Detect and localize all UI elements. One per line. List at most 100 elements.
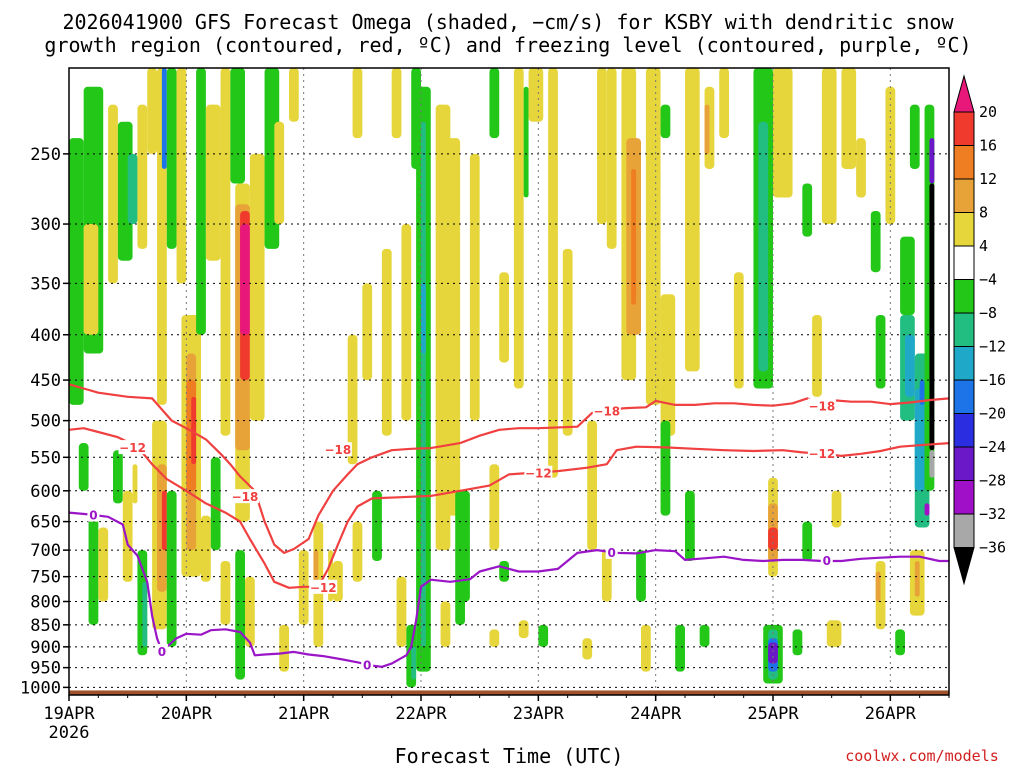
omega-cell	[69, 138, 84, 405]
contour-label: −12	[310, 581, 337, 595]
omega-cell	[421, 121, 426, 647]
omega-cell	[914, 388, 925, 491]
omega-cell	[489, 629, 500, 647]
omega-cell	[582, 638, 593, 660]
colorbar-tick-label: −24	[979, 438, 1006, 456]
omega-cell	[220, 68, 231, 436]
contour-line--18	[68, 383, 950, 554]
colorbar-swatch	[953, 212, 975, 247]
contour-label-bg	[361, 657, 374, 672]
colorbar: 20 16 12 8 4 −4 −8 −12 −16 −20 −24 −28 −32 −36	[953, 74, 1006, 586]
y-tick-label: 800	[30, 593, 61, 613]
omega-cell	[161, 490, 167, 551]
omega-cell	[191, 396, 197, 465]
contours: −18 −12 −18 −18 −18 −12 −12 −12 0 0 0 0 0	[68, 383, 950, 673]
omega-cell	[421, 283, 426, 354]
omega-cell	[235, 550, 245, 680]
omega-cell	[205, 104, 221, 261]
y-tick-label: 900	[30, 638, 61, 658]
omega-cell	[83, 224, 99, 335]
omega-cell	[523, 86, 529, 198]
surface-terrain	[69, 690, 949, 695]
colorbar-swatch	[953, 480, 975, 515]
y-axis-ticks: 2503003504004505005506006507007508008509…	[20, 145, 69, 698]
contour-label-bg	[309, 579, 338, 594]
x-tick-label: 22APR	[395, 704, 447, 724]
x-tick-label: 21APR	[278, 704, 330, 724]
omega-cell	[768, 642, 778, 664]
omega-cell	[161, 68, 167, 169]
omega-cell	[274, 121, 285, 225]
omega-cell	[768, 527, 778, 551]
colorbar-tick-label: −16	[979, 371, 1006, 389]
credit-text: coolwx.com/models	[845, 747, 999, 765]
y-tick-label: 750	[30, 568, 61, 588]
contour-label-bg	[231, 489, 259, 504]
omega-cell	[821, 68, 837, 225]
colorbar-tick-label: 4	[979, 237, 988, 255]
omega-cell	[166, 490, 177, 647]
omega-cell	[675, 624, 685, 672]
omega-cell	[660, 420, 671, 516]
contour-label: 0	[158, 645, 166, 659]
omega-cell	[929, 450, 935, 478]
omega-cell	[445, 138, 461, 516]
omega-cell	[606, 68, 617, 249]
contour-label-bg	[592, 403, 621, 418]
omega-cell	[469, 153, 480, 421]
omega-cell	[528, 68, 544, 122]
colorbar-tick-label: −20	[979, 405, 1006, 423]
colorbar-tick-label: 16	[979, 137, 997, 155]
omega-cell	[249, 153, 265, 421]
omega-cell	[132, 464, 138, 504]
contour-label: 0	[607, 546, 615, 560]
colorbar-tick-label: −32	[979, 505, 1006, 523]
colorbar-swatch	[953, 413, 975, 448]
y-tick-label: 300	[30, 215, 61, 235]
colorbar-tick-label: 8	[979, 204, 988, 222]
omega-cell	[372, 490, 382, 561]
x-tick-label: 19APR	[43, 704, 95, 724]
contour-label-bg	[820, 552, 833, 567]
omega-cell	[210, 457, 221, 551]
omega-cell	[113, 450, 123, 504]
omega-cell	[411, 646, 417, 680]
colorbar-tick-label: −28	[979, 472, 1006, 490]
colorbar-swatch	[953, 279, 975, 314]
colorbar-swatch	[953, 446, 975, 481]
omega-cell	[499, 272, 509, 363]
omega-cell	[230, 68, 245, 184]
omega-cell	[660, 104, 671, 139]
omega-cell	[196, 68, 206, 335]
omega-cell	[929, 183, 935, 451]
omega-cell	[875, 315, 886, 389]
y-tick-label: 550	[30, 448, 61, 468]
omega-cell	[499, 560, 509, 582]
colorbar-swatch	[953, 346, 975, 381]
chart-title-line-2: growth region (contoured, red, ºC) and f…	[44, 33, 971, 57]
omega-cell	[240, 224, 250, 335]
omega-cell	[142, 581, 148, 647]
omega-cell	[660, 294, 676, 436]
y-tick-label: 500	[30, 412, 61, 432]
omega-cell	[685, 490, 695, 561]
omega-cell	[831, 490, 842, 528]
omega-cell	[841, 68, 857, 169]
omega-cell	[870, 210, 881, 273]
omega-cell	[137, 104, 148, 249]
contour-label: −12	[119, 441, 146, 455]
omega-cell	[455, 490, 465, 625]
omega-cell	[147, 68, 157, 154]
x-axis-label: Forecast Time (UTC)	[395, 744, 624, 768]
omega-cell	[587, 420, 597, 551]
omega-cell	[279, 624, 289, 672]
omega-cell	[699, 624, 710, 647]
omega-cell	[685, 68, 700, 372]
grid	[69, 68, 949, 695]
contour-label-bg	[807, 445, 836, 460]
omega-cell	[792, 629, 803, 656]
y-tick-label: 450	[30, 371, 61, 391]
omega-cell	[362, 283, 373, 381]
